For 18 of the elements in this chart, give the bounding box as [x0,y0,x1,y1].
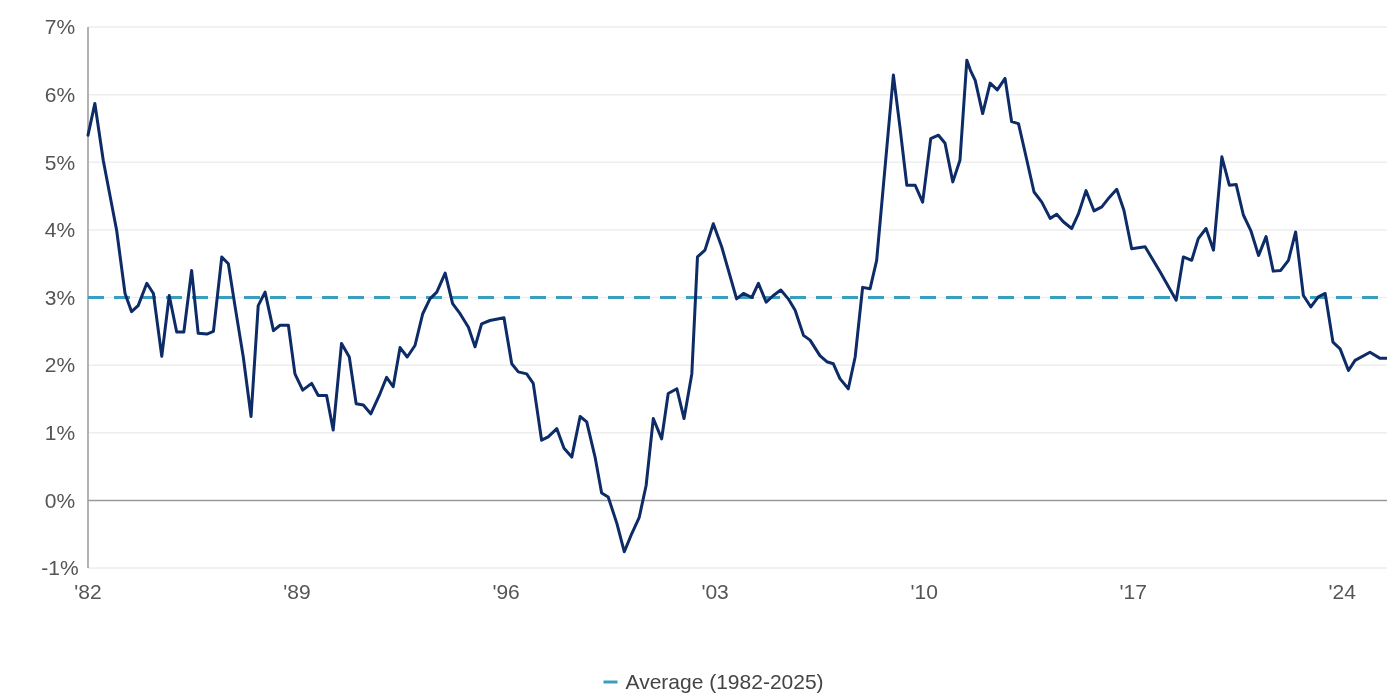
y-tick-label: 0% [44,488,76,512]
line-series [86,58,1387,554]
y-tick-label: 4% [44,218,76,242]
x-tick-label: '03 [701,580,729,604]
x-tick-label: '10 [910,580,938,604]
x-tick-label: '24 [1328,580,1357,604]
y-tick-label: -1% [41,556,79,580]
y-tick-label: 2% [44,353,76,377]
y-tick-label: 7% [44,15,76,39]
y-tick-label: 5% [44,150,76,174]
legend-label: Average (1982-2025) [625,670,824,694]
y-tick-label: 6% [44,82,76,106]
x-tick-label: '96 [492,580,520,604]
x-tick-label: '17 [1119,580,1147,604]
x-tick-label: '89 [283,580,311,604]
y-tick-label: 3% [44,285,76,309]
y-tick-label: 1% [44,421,76,445]
x-tick-label: '82 [74,580,102,604]
